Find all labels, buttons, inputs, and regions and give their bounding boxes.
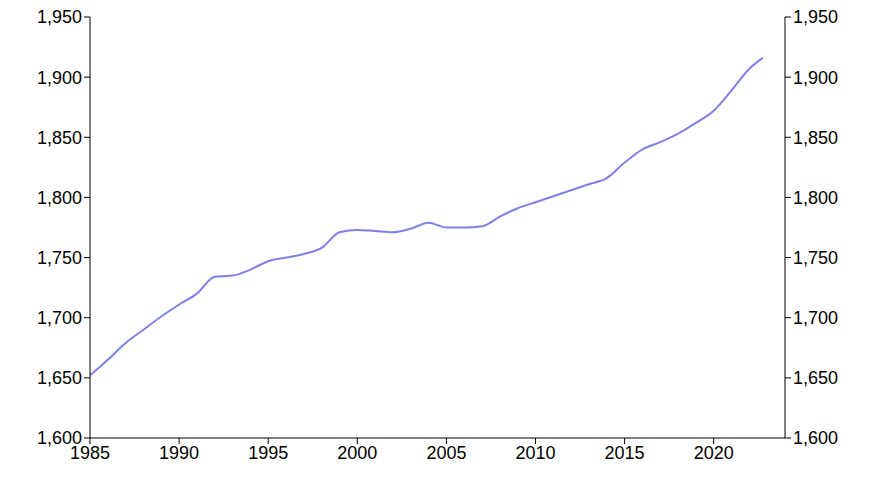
svg-text:1,950: 1,950 (793, 7, 838, 27)
svg-text:1,700: 1,700 (37, 308, 82, 328)
svg-text:2015: 2015 (605, 443, 645, 463)
svg-text:1,650: 1,650 (793, 368, 838, 388)
svg-text:1,900: 1,900 (793, 68, 838, 88)
svg-text:1,750: 1,750 (37, 248, 82, 268)
svg-text:1,750: 1,750 (793, 248, 838, 268)
svg-text:2010: 2010 (515, 443, 555, 463)
svg-text:1,700: 1,700 (793, 308, 838, 328)
svg-text:1,900: 1,900 (37, 68, 82, 88)
svg-text:1,650: 1,650 (37, 368, 82, 388)
svg-text:1995: 1995 (248, 443, 288, 463)
svg-text:1,600: 1,600 (37, 428, 82, 448)
svg-text:1,600: 1,600 (793, 428, 838, 448)
svg-text:2000: 2000 (337, 443, 377, 463)
svg-text:1,800: 1,800 (793, 188, 838, 208)
svg-text:1,950: 1,950 (37, 7, 82, 27)
svg-text:1,850: 1,850 (793, 128, 838, 148)
svg-text:2020: 2020 (694, 443, 734, 463)
svg-text:2005: 2005 (426, 443, 466, 463)
svg-text:1985: 1985 (70, 442, 110, 463)
svg-text:1,850: 1,850 (37, 128, 82, 148)
svg-text:1,800: 1,800 (37, 188, 82, 208)
svg-text:1990: 1990 (159, 443, 199, 463)
